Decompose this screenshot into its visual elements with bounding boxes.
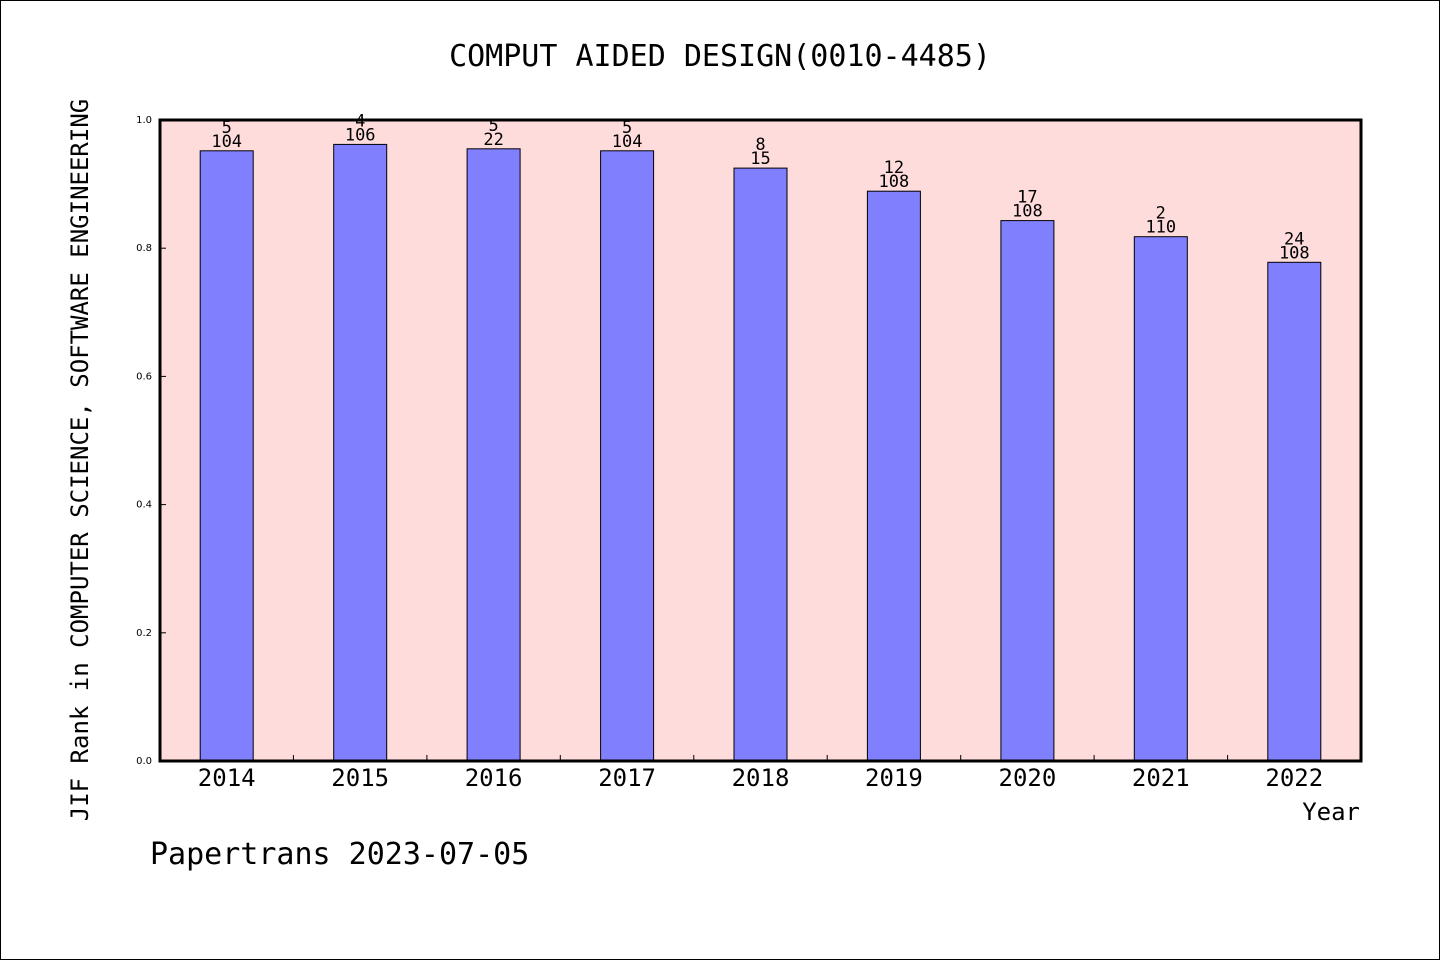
bar-label-total-2017: 104	[612, 132, 643, 152]
x-tick-label-2020: 2020	[999, 764, 1057, 792]
bar-2018	[733, 167, 788, 762]
bar-label-total-2021: 110	[1145, 218, 1176, 238]
bar-2014	[199, 150, 254, 762]
y-axis-label: JIF Rank in COMPUTER SCIENCE, SOFTWARE E…	[66, 99, 94, 821]
bar-2019	[866, 190, 921, 762]
y-tick-label: 0.2	[136, 628, 152, 639]
bar-2016	[466, 148, 521, 762]
x-tick-label-2022: 2022	[1265, 764, 1323, 792]
x-tick-label-2016: 2016	[465, 764, 523, 792]
bar-label-rank-2022: 24	[1284, 229, 1304, 249]
bar-label-total-2014: 104	[211, 132, 242, 152]
bar-2021	[1133, 236, 1188, 762]
x-axis-label: Year	[1302, 798, 1360, 826]
bar-label-total-2016: 22	[483, 130, 503, 150]
bar-label-rank-2019: 12	[884, 158, 904, 178]
bar-label-rank-2020: 17	[1017, 188, 1037, 208]
bar-label-total-2019: 108	[879, 172, 910, 192]
bar-label-total-2020: 108	[1012, 202, 1043, 222]
y-tick-label: 0.0	[136, 756, 152, 767]
x-tick-label-2019: 2019	[865, 764, 923, 792]
y-tick-label: 1.0	[136, 115, 152, 126]
x-tick-label-2015: 2015	[331, 764, 389, 792]
bar-2020	[1000, 220, 1055, 762]
bar-2022	[1267, 261, 1322, 762]
bar-label-rank-2017: 5	[622, 118, 632, 138]
axis-ticks: 2014 2015 2016 2017 2018 2019 2020 2021 2022 0.0 0…	[136, 115, 1323, 792]
y-tick-label: 0.8	[136, 243, 152, 254]
x-tick-label-2017: 2017	[598, 764, 656, 792]
bar-label-total-2015: 106	[345, 125, 376, 145]
bar-label-rank-2016: 5	[488, 116, 498, 136]
bar-label-rank-2018: 8	[755, 135, 765, 155]
bar-label-total-2018: 15	[750, 149, 770, 169]
bar-label-rank-2021: 2	[1156, 204, 1166, 224]
y-tick-label: 0.4	[136, 500, 152, 511]
y-tick-label: 0.6	[136, 371, 152, 382]
bar-2015	[333, 143, 388, 762]
bar-label-total-2022: 108	[1279, 243, 1310, 263]
bar-2017	[600, 150, 655, 762]
plot-border	[158, 118, 1363, 763]
footer-credit: Papertrans 2023-07-05	[150, 837, 529, 872]
x-tick-label-2021: 2021	[1132, 764, 1190, 792]
chart-title: COMPUT AIDED DESIGN(0010-4485)	[449, 39, 991, 74]
bar-label-rank-2014: 5	[222, 118, 232, 138]
x-tick-label-2018: 2018	[732, 764, 790, 792]
x-tick-label-2014: 2014	[198, 764, 256, 792]
